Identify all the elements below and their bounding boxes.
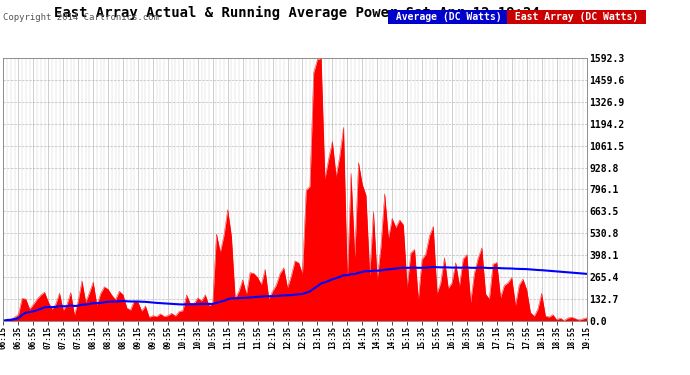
Text: Average (DC Watts): Average (DC Watts): [390, 12, 507, 22]
Text: East Array (DC Watts): East Array (DC Watts): [509, 12, 644, 22]
Text: East Array Actual & Running Average Power Sat Apr 12 19:24: East Array Actual & Running Average Powe…: [54, 6, 540, 20]
Text: Copyright 2014 Cartronics.com: Copyright 2014 Cartronics.com: [3, 13, 159, 22]
